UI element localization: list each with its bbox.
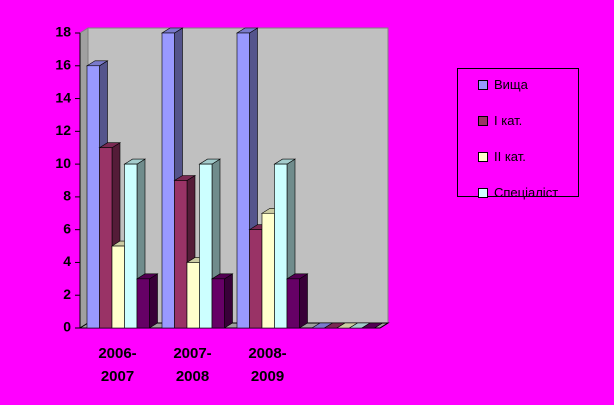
legend-swatch (478, 151, 488, 162)
y-tick-label: 0 (63, 319, 71, 335)
legend-swatch (478, 187, 488, 198)
bar-front (136, 278, 150, 329)
y-tick-label: 14 (55, 89, 71, 105)
bar-front (86, 65, 100, 329)
bar-front (99, 147, 113, 329)
bar-side (224, 273, 233, 329)
y-tick-label: 16 (55, 56, 71, 72)
bar-front (199, 163, 213, 329)
legend-label: ІІ кат. (494, 149, 526, 164)
y-tick-label: 8 (63, 188, 71, 204)
legend-label: І кат. (494, 113, 523, 128)
legend-item: Вища (478, 77, 528, 92)
bar-front (249, 229, 263, 329)
x-tick-label: 2007- 2008 (173, 345, 212, 385)
bar (210, 273, 234, 329)
bar-side (299, 273, 308, 329)
bar-front (286, 278, 300, 329)
legend-item: Спеціаліст (478, 185, 558, 200)
y-tick-label: 4 (63, 253, 71, 269)
legend-label: Вища (494, 77, 528, 92)
y-tick-label: 2 (63, 286, 71, 302)
legend: Вища І кат. ІІ кат. Спеціаліст (457, 68, 579, 200)
bar (360, 322, 384, 329)
bar-front (124, 163, 138, 329)
bar-front (161, 32, 175, 329)
bar (135, 273, 159, 329)
legend-swatch (478, 115, 488, 126)
y-tick-label: 18 (55, 24, 71, 40)
bar-front (186, 262, 200, 329)
bar-front (236, 32, 250, 329)
bar (285, 273, 309, 329)
legend-item: ІІ кат. (478, 149, 526, 164)
y-tick-label: 10 (55, 155, 71, 171)
y-tick-label: 6 (63, 220, 71, 236)
bar-front (261, 212, 275, 329)
bar-top (360, 322, 384, 329)
y-tick-label: 12 (55, 122, 71, 138)
legend-swatch (478, 79, 488, 90)
x-tick-label: 2008- 2009 (248, 345, 287, 385)
bar-front (211, 278, 225, 329)
bar-side (149, 273, 158, 329)
bar-front (174, 180, 188, 329)
x-tick-label: 2006- 2007 (98, 345, 137, 385)
legend-item: І кат. (478, 113, 522, 128)
legend-label: Спеціаліст (494, 185, 559, 200)
bar-front (111, 245, 125, 329)
bar-front (274, 163, 288, 329)
